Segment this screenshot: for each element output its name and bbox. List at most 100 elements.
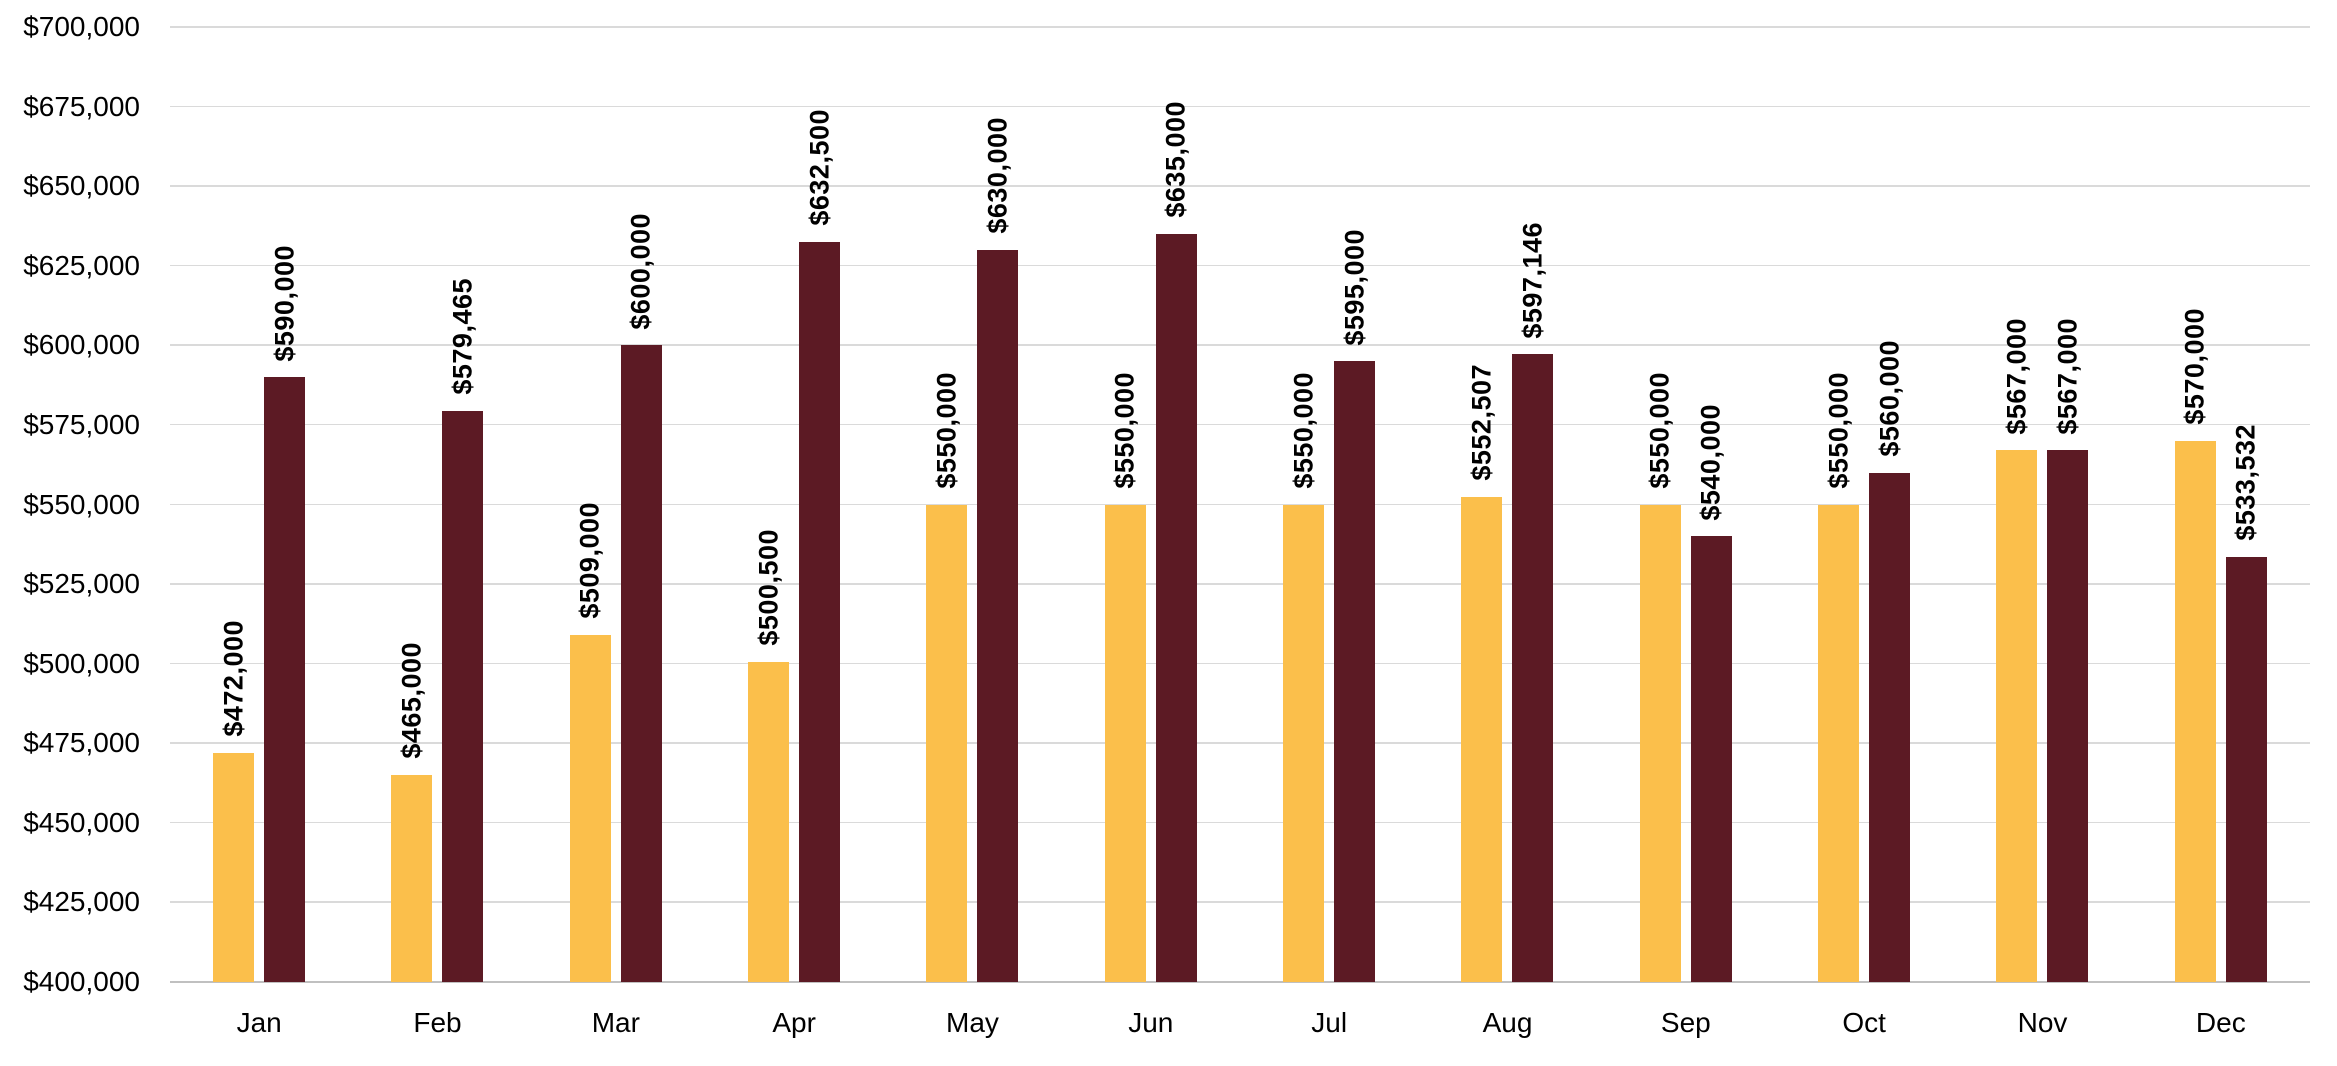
y-axis-tick-label: $625,000 — [23, 249, 140, 281]
y-axis-tick-label: $400,000 — [23, 966, 140, 997]
y-axis-tick-label: $700,000 — [23, 11, 140, 42]
x-axis-tick-label: Dec — [2195, 1007, 2246, 1038]
bar-series1-sep: $550,000 — [1639, 372, 1681, 982]
bar-series2-aug: $597,146 — [1512, 222, 1554, 982]
x-axis-tick-label: Nov — [2017, 1007, 2068, 1038]
x-axis-tick-label: Feb — [413, 1007, 462, 1038]
bar-value-label: $550,000 — [1644, 371, 1675, 489]
bar-value-label: $550,000 — [1288, 371, 1319, 489]
x-axis-tick-label: Sep — [1660, 1007, 1711, 1038]
month-group-oct: $550,000 $560,000 — [1775, 27, 1953, 982]
bar-series2-jun: $635,000 — [1155, 101, 1197, 982]
gridline — [170, 344, 2310, 346]
bar-series1-apr: $500,500 — [748, 529, 790, 982]
month-group-dec: $570,000 $533,532 — [2132, 27, 2310, 982]
y-axis-tick-label: $500,000 — [23, 647, 140, 679]
month-group-mar: $509,000 $600,000 — [527, 27, 705, 982]
x-axis-tick-label: Apr — [772, 1007, 816, 1038]
bar-value-label: $550,000 — [931, 371, 962, 489]
bar-value-label: $552,507 — [1466, 363, 1497, 481]
month-group-jan: $472,000 $590,000 — [170, 27, 348, 982]
y-axis-tick-label: $550,000 — [23, 488, 140, 520]
bar-value-label: $560,000 — [1874, 340, 1905, 457]
bar-series1-jul: $550,000 — [1283, 372, 1325, 982]
bar-value-label: $595,000 — [1339, 228, 1370, 346]
y-axis-tick-label: $525,000 — [23, 568, 140, 600]
bar-value-label: $590,000 — [269, 244, 300, 362]
bar-value-label: $597,146 — [1517, 221, 1548, 339]
y-axis-tick-label: $575,000 — [23, 408, 140, 440]
month-group-may: $550,000 $630,000 — [883, 27, 1061, 982]
bar-series1-dec: $570,000 — [2174, 308, 2216, 982]
gridline — [170, 662, 2310, 665]
bar-value-label: $500,500 — [753, 529, 784, 647]
gridline — [170, 901, 2310, 903]
x-axis-tick-label: Jul — [1311, 1007, 1348, 1038]
bar-series1-feb: $465,000 — [391, 642, 433, 982]
bar-value-label: $570,000 — [2179, 308, 2210, 425]
gridline — [170, 264, 2310, 267]
bar-value-label: $509,000 — [574, 502, 605, 620]
month-group-jun: $550,000 $635,000 — [1062, 27, 1240, 982]
month-group-aug: $552,507 $597,146 — [1418, 27, 1596, 982]
plot-area: $472,000 $590,000 $465,000 $579,465 $509,000… — [170, 26, 2310, 983]
bar-series2-mar: $600,000 — [620, 213, 662, 982]
bar-series2-feb: $579,465 — [442, 278, 484, 982]
bar-value-label: $630,000 — [982, 117, 1013, 234]
month-group-feb: $465,000 $579,465 — [348, 27, 526, 982]
gridline — [170, 583, 2310, 585]
x-axis-tick-label: Jun — [1128, 1007, 1174, 1038]
y-axis-tick-label: $675,000 — [23, 90, 140, 122]
x-axis-line — [170, 981, 2310, 983]
y-axis-tick-label: $600,000 — [23, 329, 140, 361]
bar-value-label: $533,532 — [2230, 424, 2261, 541]
bar-value-label: $540,000 — [1695, 403, 1726, 521]
bar-value-label: $632,500 — [804, 109, 835, 226]
gridline — [170, 105, 2310, 108]
bar-series1-jan: $472,000 — [213, 620, 255, 982]
month-group-sep: $550,000 $540,000 — [1597, 27, 1775, 982]
y-axis: $400,000 $425,000 $450,000 $475,000 $500,000… — [0, 11, 140, 997]
x-axis-tick-label: May — [946, 1007, 999, 1038]
bar-value-label: $472,000 — [218, 620, 249, 737]
bar-series2-nov: $567,000 — [2047, 318, 2089, 982]
bar-value-label: $600,000 — [625, 212, 656, 330]
gridline — [170, 26, 2310, 28]
bar-value-label: $567,000 — [2001, 317, 2032, 435]
bar-value-label: $465,000 — [396, 642, 427, 760]
bar-series1-nov: $567,000 — [1996, 318, 2038, 982]
bar-series1-jun: $550,000 — [1104, 372, 1146, 982]
x-axis-tick-label: Oct — [1842, 1007, 1886, 1038]
gridline — [170, 742, 2310, 744]
y-axis-tick-label: $450,000 — [23, 806, 140, 838]
bar-series2-jul: $595,000 — [1334, 229, 1376, 982]
x-axis-tick-label: Jan — [236, 1007, 282, 1038]
bar-series2-jan: $590,000 — [264, 245, 306, 982]
bar-series2-dec: $533,532 — [2225, 424, 2267, 982]
x-axis: Jan Feb Mar Apr May Jun Jul Aug Sep Oct Nov Dec — [170, 1006, 2310, 1056]
x-axis-tick-label: Aug — [1482, 1007, 1533, 1038]
gridline — [170, 423, 2310, 426]
bar-series2-oct: $560,000 — [1869, 340, 1911, 982]
bar-series2-may: $630,000 — [977, 117, 1019, 982]
x-axis-tick-label: Mar — [591, 1007, 640, 1038]
bar-value-label: $550,000 — [1109, 371, 1140, 489]
bar-series2-sep: $540,000 — [1690, 404, 1732, 982]
bar-value-label: $635,000 — [1160, 101, 1191, 218]
y-axis-tick-label: $475,000 — [23, 727, 140, 759]
bar-value-label: $579,465 — [447, 278, 478, 395]
month-group-nov: $567,000 $567,000 — [1953, 27, 2131, 982]
month-group-apr: $500,500 $632,500 — [705, 27, 883, 982]
bar-series1-mar: $509,000 — [569, 502, 611, 982]
bar-value-label: $567,000 — [2052, 317, 2083, 435]
y-axis-tick-label: $650,000 — [23, 170, 140, 202]
bar-value-label: $550,000 — [1823, 371, 1854, 489]
gridline — [170, 821, 2310, 824]
y-axis-tick-label: $425,000 — [23, 886, 140, 918]
month-group-jul: $550,000 $595,000 — [1240, 27, 1418, 982]
bar-series1-may: $550,000 — [926, 372, 968, 982]
gridline — [170, 503, 2310, 505]
bar-series2-apr: $632,500 — [799, 109, 841, 982]
bar-series1-aug: $552,507 — [1461, 364, 1503, 982]
